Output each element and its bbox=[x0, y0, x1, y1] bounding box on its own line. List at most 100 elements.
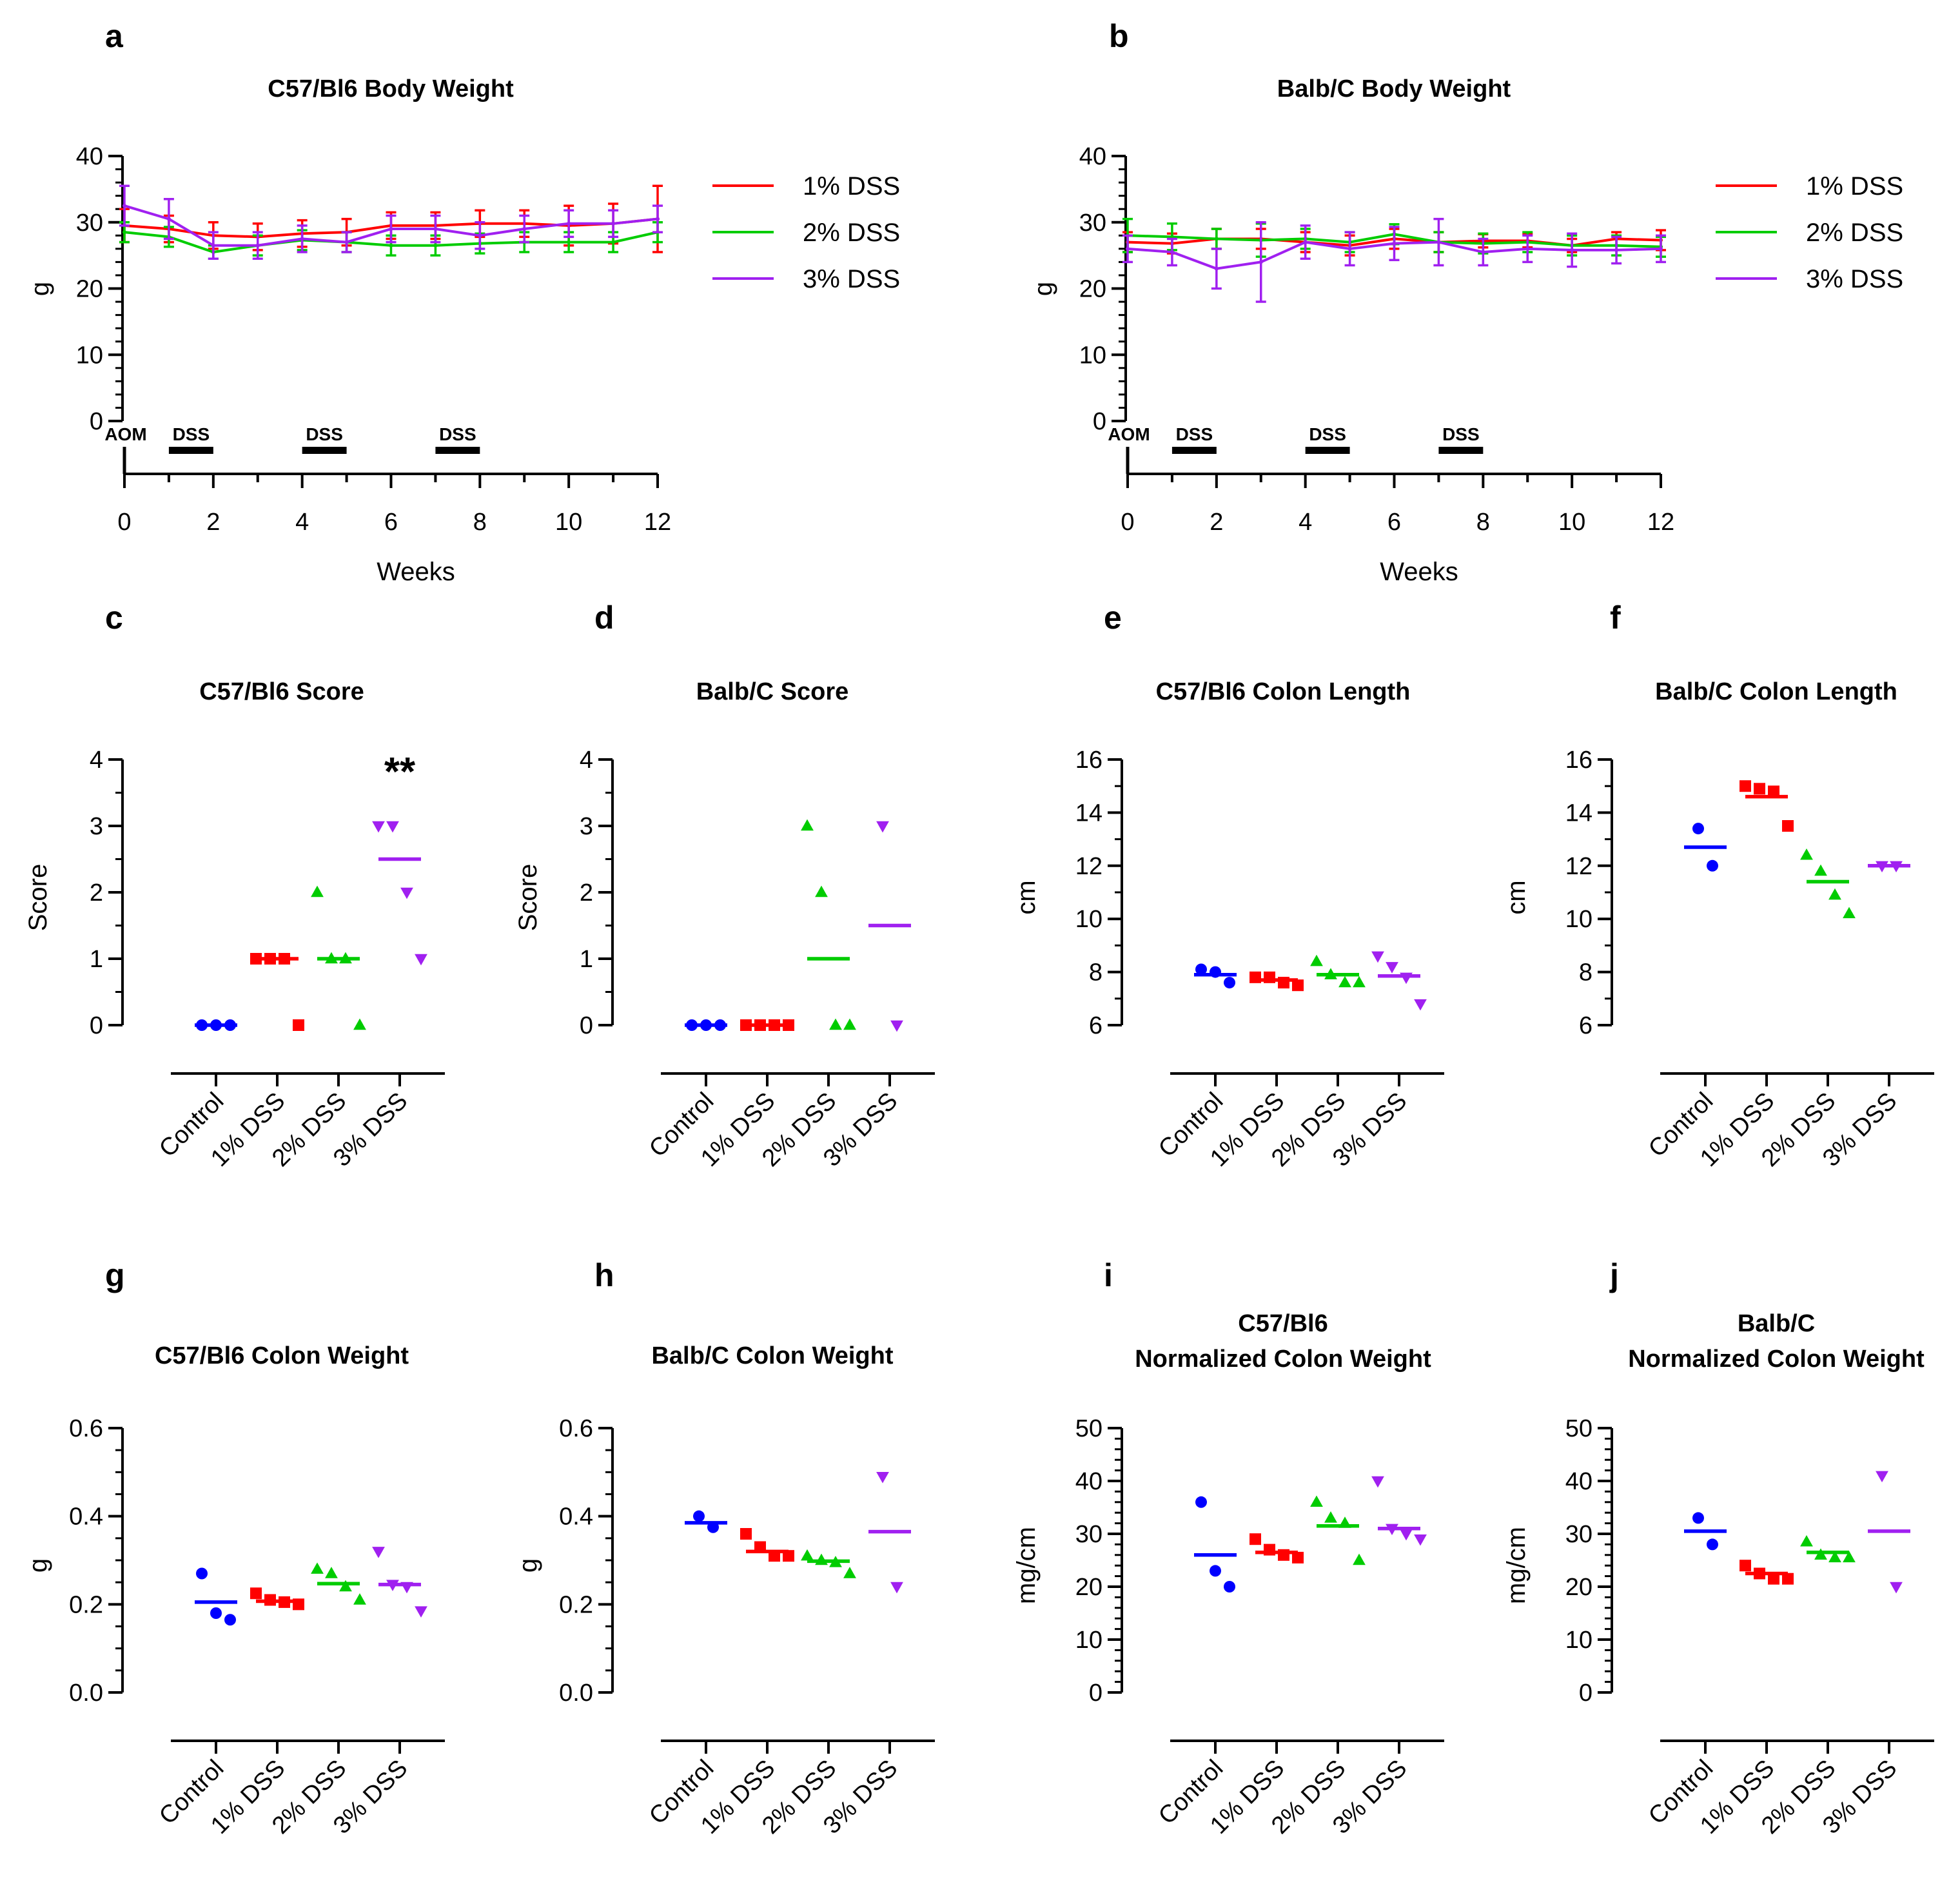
panel-letter: a bbox=[105, 18, 124, 54]
data-point bbox=[1525, 246, 1530, 251]
data-point bbox=[1371, 1476, 1384, 1488]
group-1 bbox=[1194, 1496, 1237, 1593]
dss-label: DSS bbox=[173, 424, 210, 444]
y-tick-label: 8 bbox=[1579, 959, 1592, 986]
x-tick-label: 6 bbox=[1387, 509, 1401, 536]
group-3 bbox=[1800, 1534, 1856, 1563]
y-tick-label: 40 bbox=[1079, 143, 1106, 170]
data-point bbox=[1371, 951, 1384, 963]
data-point bbox=[829, 1018, 842, 1030]
panel-subtitle: Normalized Colon Weight bbox=[1135, 1346, 1431, 1373]
data-point bbox=[1707, 1538, 1718, 1551]
data-point bbox=[1224, 977, 1235, 989]
panel-letter: c bbox=[105, 600, 123, 636]
series-3 bbox=[119, 184, 663, 260]
data-point bbox=[1800, 848, 1813, 860]
panel-title: C57/Bl6 Colon Weight bbox=[155, 1342, 409, 1369]
legend-label: 3% DSS bbox=[803, 265, 900, 293]
data-point bbox=[122, 204, 126, 208]
aom-label: AOM bbox=[104, 424, 146, 444]
data-point bbox=[1659, 246, 1663, 251]
data-point bbox=[1782, 820, 1794, 832]
data-point bbox=[478, 233, 482, 238]
y-tick-label: 50 bbox=[1075, 1415, 1102, 1442]
x-tick-label: 4 bbox=[295, 509, 309, 536]
legend-label: 2% DSS bbox=[803, 219, 900, 247]
data-point bbox=[166, 217, 171, 221]
group-2 bbox=[1740, 1560, 1794, 1585]
data-point bbox=[339, 1580, 352, 1592]
y-tick-label: 20 bbox=[76, 276, 103, 303]
panel-letter: j bbox=[1609, 1257, 1619, 1293]
y-tick-label: 10 bbox=[1565, 906, 1592, 933]
group-3 bbox=[1800, 848, 1856, 919]
data-point bbox=[801, 1549, 814, 1561]
data-point bbox=[353, 1593, 366, 1605]
group-1 bbox=[195, 1567, 237, 1626]
y-tick-label: 8 bbox=[1089, 959, 1102, 986]
legend-label: 1% DSS bbox=[803, 172, 900, 201]
data-point bbox=[611, 240, 616, 244]
data-point bbox=[1740, 780, 1751, 792]
panel-j: j Balb/C Normalized Colon Weight 0 10 20 30 40 5… bbox=[1502, 1257, 1934, 1839]
x-tick-label: 0 bbox=[117, 509, 131, 536]
y-tick-label: 20 bbox=[1075, 1574, 1102, 1601]
x-axis-label: Weeks bbox=[377, 558, 455, 586]
data-point bbox=[1414, 999, 1427, 1011]
data-point bbox=[890, 1582, 903, 1594]
data-point bbox=[1353, 975, 1366, 988]
panel-letter: e bbox=[1104, 600, 1122, 636]
data-point bbox=[801, 819, 814, 831]
data-point bbox=[389, 243, 393, 248]
data-point bbox=[1348, 246, 1352, 251]
data-point bbox=[372, 1547, 385, 1558]
data-point bbox=[1843, 1551, 1856, 1563]
group-3 bbox=[1310, 954, 1366, 988]
group-3 bbox=[801, 1549, 856, 1578]
y-tick-label: 12 bbox=[1075, 853, 1102, 880]
data-point bbox=[293, 1019, 304, 1031]
data-point bbox=[1800, 1534, 1813, 1547]
y-axis-label: Score bbox=[514, 864, 542, 932]
panel-letter: f bbox=[1610, 600, 1621, 636]
data-point bbox=[876, 1471, 889, 1484]
data-point bbox=[1195, 1496, 1207, 1508]
dss-bar bbox=[435, 447, 480, 454]
y-tick-label: 6 bbox=[1579, 1012, 1592, 1039]
group-2 bbox=[740, 1019, 794, 1031]
data-point bbox=[211, 243, 215, 248]
data-point bbox=[1740, 1560, 1751, 1572]
x-tick-label: 10 bbox=[1558, 509, 1585, 536]
group-2 bbox=[250, 1587, 304, 1611]
legend-label: 3% DSS bbox=[1806, 265, 1903, 293]
dss-label: DSS bbox=[1442, 424, 1480, 444]
x-tick-label: 8 bbox=[473, 509, 487, 536]
data-point bbox=[693, 1510, 705, 1522]
data-point bbox=[1782, 1573, 1794, 1585]
data-point bbox=[1400, 1529, 1413, 1541]
panel-letter: g bbox=[105, 1257, 125, 1293]
y-tick-label: 40 bbox=[76, 143, 103, 170]
group-4 bbox=[372, 1547, 427, 1618]
data-point bbox=[433, 227, 438, 231]
group-1 bbox=[1684, 1512, 1727, 1551]
panel-title: C57/Bl6 bbox=[1238, 1310, 1328, 1337]
data-point bbox=[344, 240, 349, 244]
data-point bbox=[843, 1018, 856, 1030]
data-point bbox=[1338, 975, 1351, 988]
data-point bbox=[196, 1567, 208, 1580]
group-4 bbox=[1371, 1476, 1427, 1546]
data-point bbox=[1392, 241, 1396, 246]
data-point bbox=[122, 230, 126, 235]
data-point bbox=[522, 227, 527, 231]
y-tick-label: 10 bbox=[1075, 906, 1102, 933]
dss-label: DSS bbox=[439, 424, 476, 444]
data-point bbox=[300, 237, 304, 241]
y-tick-label: 0 bbox=[90, 1012, 103, 1039]
group-2 bbox=[250, 953, 304, 1031]
data-point bbox=[1324, 1511, 1337, 1523]
y-tick-label: 0.2 bbox=[69, 1591, 103, 1618]
